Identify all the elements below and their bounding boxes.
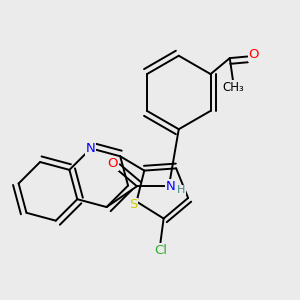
Text: O: O [108,158,118,170]
Text: Cl: Cl [154,244,167,257]
Text: N: N [166,180,176,193]
Text: CH₃: CH₃ [222,81,244,94]
Text: N: N [86,142,96,155]
Text: O: O [248,48,259,62]
Text: S: S [129,198,138,211]
Text: H: H [177,185,185,195]
